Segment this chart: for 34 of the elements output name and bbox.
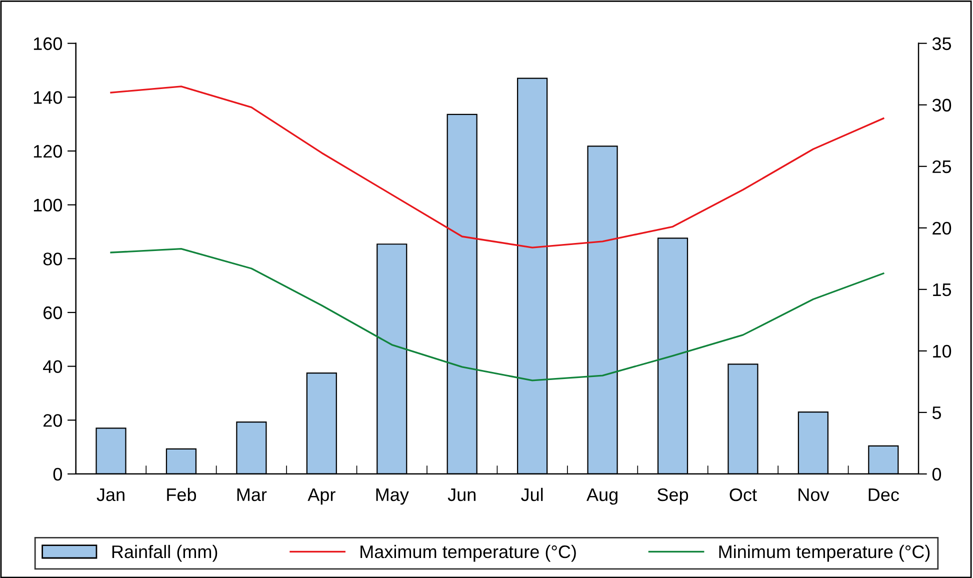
x-tick-label: Aug xyxy=(586,488,618,505)
y2-tick-label: 20 xyxy=(932,222,952,235)
x-tick-label: Apr xyxy=(308,488,336,505)
x-tick-label: Jun xyxy=(448,488,476,502)
y-tick-label: 160 xyxy=(34,37,62,50)
y2-tick-label: 35 xyxy=(932,37,952,50)
y-tick-label: 0 xyxy=(53,468,62,481)
y-tick-label: 80 xyxy=(43,252,62,266)
y2-tick-label: 25 xyxy=(932,160,952,174)
x-tick-label: May xyxy=(376,488,409,505)
y2-tick-label: 0 xyxy=(932,468,942,481)
x-tick-label: Jan xyxy=(96,488,124,502)
y-tick-label: 120 xyxy=(34,144,62,158)
y2-tick-label: 15 xyxy=(933,284,952,296)
x-tick-label: Jul xyxy=(521,488,543,502)
y-tick-label: 20 xyxy=(44,414,62,427)
line-series xyxy=(110,248,884,382)
line-series xyxy=(110,86,884,248)
y2-tick-label: 10 xyxy=(933,344,952,358)
y2-tick-label: 30 xyxy=(932,98,952,112)
x-tick-label: Sep xyxy=(658,488,688,505)
legend-label: Maximum temperature (°C) xyxy=(360,544,576,562)
y-tick-label: 40 xyxy=(43,360,62,374)
y-tick-label: 140 xyxy=(34,91,62,104)
y-tick-label: 100 xyxy=(34,198,62,212)
x-tick-label: Dec xyxy=(868,488,899,502)
legend-label: Minimum temperature (°C) xyxy=(719,544,930,562)
x-tick-label: Oct xyxy=(730,488,757,502)
x-tick-label: Nov xyxy=(798,488,830,502)
x-tick-label: Feb xyxy=(167,488,196,502)
y2-tick-label: 5 xyxy=(932,406,941,420)
legend-label: Rainfall (mm) xyxy=(112,544,218,562)
y-tick-label: 60 xyxy=(44,306,62,320)
x-tick-label: Mar xyxy=(237,488,267,502)
